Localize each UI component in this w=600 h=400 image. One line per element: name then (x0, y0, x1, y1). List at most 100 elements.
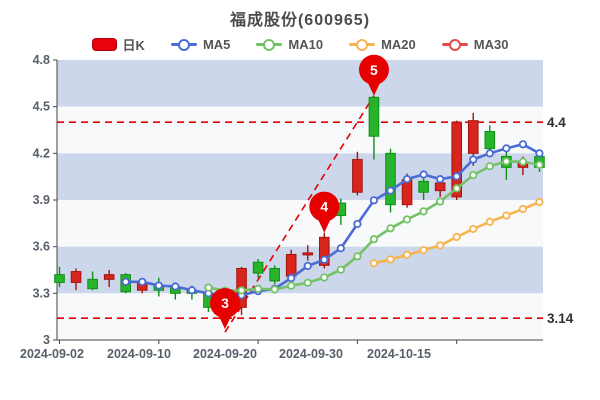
ma10-marker (386, 224, 395, 233)
x-tick-label: 2024-09-02 (20, 347, 84, 361)
pin-number: 5 (370, 62, 378, 78)
ma5-marker (402, 175, 412, 184)
x-tick-label: 2024-10-15 (367, 347, 431, 361)
y-tick-label: 4.2 (33, 146, 50, 160)
ma10-marker (353, 252, 362, 261)
ma10-marker (485, 162, 494, 171)
candle-body (302, 252, 314, 256)
x-tick-label: 2024-09-30 (279, 347, 343, 361)
ma5-line-marker-icon (170, 38, 197, 51)
ma10-marker (535, 160, 544, 169)
plot-band (57, 153, 543, 200)
pin-balloon (309, 191, 340, 222)
trend-line (224, 95, 375, 333)
ma20-marker (419, 245, 428, 255)
plot-band (57, 60, 543, 107)
ma5-marker (187, 286, 196, 295)
chart-legend: 日K MA5 MA10 MA20 MA30 (0, 35, 600, 54)
ma5-marker (171, 282, 180, 291)
legend-item-ma30[interactable]: MA30 (441, 37, 509, 52)
y-tick-label: 3.9 (33, 193, 50, 207)
ma20-marker (469, 224, 478, 234)
ma10-marker (436, 197, 445, 206)
pin-balloon (358, 54, 389, 85)
ma20-line-marker-icon (349, 38, 376, 51)
candle-body (352, 159, 363, 193)
candle-body (434, 182, 446, 192)
ma5-marker (154, 281, 163, 290)
plot-band (57, 106, 543, 154)
ma5-marker (485, 149, 494, 158)
y-tick-label: 3.3 (33, 286, 50, 300)
y-tick-label: 3.6 (33, 240, 50, 254)
legend-item-daily-k[interactable]: 日K (91, 35, 145, 54)
candle-body (269, 267, 280, 282)
ma20-marker (386, 255, 395, 264)
daily-k-swatch-icon (91, 38, 117, 51)
ma5-marker (436, 175, 445, 184)
ma10-line-marker-icon (256, 38, 283, 51)
candle-body (252, 261, 264, 274)
chart-title: 福成股份(600965) (229, 12, 371, 29)
ma5-marker (386, 186, 395, 195)
legend-item-ma5[interactable]: MA5 (170, 37, 231, 52)
pin-number: 3 (221, 295, 229, 311)
ma10-marker (369, 235, 379, 244)
ma10-marker (402, 215, 412, 224)
pin-balloon (210, 288, 240, 319)
candle-body (368, 96, 380, 137)
ma30-line-marker-icon (441, 38, 468, 51)
ma5-marker (320, 255, 329, 264)
ma10-marker (502, 157, 511, 166)
ma5-marker (419, 170, 428, 179)
legend-item-ma20[interactable]: MA20 (349, 37, 416, 52)
ma5-marker (121, 277, 130, 286)
ma10-marker (336, 265, 345, 274)
legend-label-ma20: MA20 (381, 37, 416, 52)
legend-item-ma10[interactable]: MA10 (256, 37, 323, 52)
legend-label-daily-k: 日K (122, 38, 145, 53)
pin-number: 4 (320, 199, 328, 215)
ma20-marker (436, 241, 445, 250)
ma5-marker (138, 277, 147, 286)
ma20-marker (452, 232, 461, 242)
ma20-marker (369, 259, 379, 268)
ma5-marker (452, 172, 461, 181)
candle-body (70, 271, 82, 283)
ma20-marker (518, 204, 528, 214)
reference-line-label: 3.14 (547, 311, 574, 326)
ma10-marker (254, 284, 263, 293)
ma10-marker (287, 281, 296, 290)
plot-band (57, 293, 543, 340)
ma10-marker (469, 171, 478, 180)
ma10-marker (303, 278, 312, 287)
legend-label-ma5: MA5 (202, 37, 231, 52)
ma20-marker (402, 250, 412, 260)
ma5-marker (502, 144, 511, 153)
plot-band (57, 200, 543, 247)
ma10-marker (237, 286, 246, 295)
candle-body (385, 152, 396, 206)
ma5-marker (518, 140, 528, 149)
ma5-marker (535, 149, 544, 158)
ma10-marker (204, 283, 213, 292)
candle-body (319, 236, 330, 266)
candle-body (418, 180, 429, 193)
x-tick-label: 2024-09-20 (193, 347, 257, 361)
ma10-marker (518, 157, 528, 166)
legend-label-ma30: MA30 (473, 37, 509, 52)
ma10-marker (452, 184, 461, 193)
ma10-marker (419, 207, 428, 216)
candle-body (467, 120, 479, 154)
ma5-marker (353, 219, 362, 229)
x-tick-label: 2024-09-10 (107, 347, 171, 361)
candle-body (103, 274, 115, 280)
ma5-marker (287, 273, 296, 283)
y-tick-label: 4.8 (33, 53, 50, 67)
candle-body (87, 278, 98, 290)
y-tick-label: 4.5 (33, 100, 50, 114)
ma20-marker (535, 197, 544, 207)
legend-label-ma10: MA10 (288, 37, 324, 52)
